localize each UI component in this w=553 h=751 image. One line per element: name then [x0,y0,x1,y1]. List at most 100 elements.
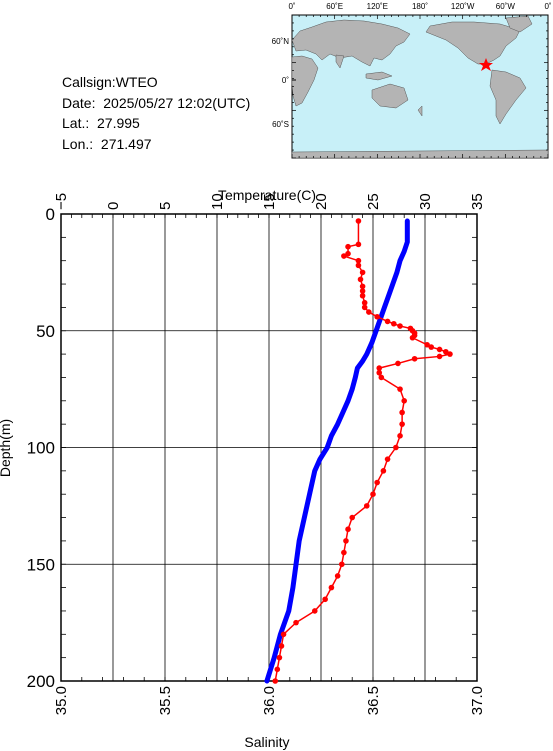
cast-info: Callsign:WTEO Date: 2025/05/27 12:02(UTC… [62,72,250,154]
depth-tick-labels: 0 50 100 150 200 [27,205,55,691]
land-south-america [489,69,527,125]
salinity-point [401,398,408,404]
series-layer [264,218,453,684]
map-longitude-label: 60˚W [496,2,516,11]
salinity-point [280,631,287,638]
salinity-point [276,654,283,661]
salinity-point [359,288,366,294]
salinity-point [345,250,351,257]
salinity-point [334,573,341,579]
map-tick-marks [291,14,549,159]
land-africa [291,55,319,107]
salinity-point [345,243,351,250]
salinity-series [272,218,453,684]
land-australia [371,83,409,109]
depth-tick-label: 50 [36,322,55,341]
temperature-tick-label: −5 [53,193,70,210]
longitude-text: Lon.: 271.497 [62,135,152,152]
salinity-point [374,313,380,320]
salinity-point [384,318,391,325]
salinity-tick-labels: 35.0 35.5 36.0 36.5 37.0 [53,686,486,715]
salinity-point [399,409,405,416]
salinity-point [357,276,364,283]
map-longitude-ticks: 0˚ 60˚E 120˚E 180˚ 120˚W 60˚W 0˚ [288,2,551,11]
land-newzealand [417,105,423,117]
salinity-tick-label: 35.0 [53,686,70,715]
salinity-point [339,561,345,568]
salinity-point [443,348,449,355]
salinity-point [395,360,401,367]
depth-tick-label: 200 [27,672,55,691]
salinity-point [361,299,368,306]
salinity-point [366,309,372,315]
depth-tick-label: 0 [46,205,55,224]
map-longitude-label: 120˚W [451,2,475,11]
position-marker [479,58,493,71]
salinity-point [355,257,362,264]
salinity-axis-title: Salinity [244,734,289,750]
temperature-axis-title: Temperature(C) [218,187,316,203]
temperature-tick-labels: −5 0 5 10 15 20 25 30 35 [53,193,486,210]
salinity-point [293,619,299,626]
salinity-point [363,503,370,509]
land-greenland [505,15,533,33]
temperature-tick-label: 25 [365,193,382,210]
salinity-point [376,369,383,376]
salinity-point [272,678,279,684]
salinity-point [355,218,362,224]
salinity-point [278,643,285,649]
map-longitude-label: 180˚ [412,2,428,11]
salinity-point [399,421,405,427]
temperature-tick-label: 0 [105,202,122,210]
temperature-series [264,218,410,684]
salinity-point [397,323,403,329]
salinity-point [411,355,418,362]
callsign-text: Callsign:WTEO [62,74,158,90]
land-north-america [425,21,521,65]
salinity-point [341,253,347,259]
map-longitude-label: 0˚ [288,2,295,11]
latitude-text: Lat.: 27.995 [62,115,140,131]
salinity-point [355,241,362,248]
salinity-point [343,538,349,544]
salinity-point [380,468,387,474]
salinity-tick-label: 36.5 [365,686,382,715]
date-text: Date: 2025/05/27 12:02(UTC) [62,94,251,111]
salinity-point [359,269,366,276]
salinity-tick-label: 37.0 [469,686,486,715]
salinity-point [349,514,356,521]
salinity-point [359,292,366,299]
salinity-tick-label: 35.5 [157,686,174,715]
salinity-point [393,444,399,451]
temperature-tick-label: 10 [209,193,226,210]
depth-tick-label: 100 [27,439,55,458]
depth-axis-title: Depth(m) [0,419,13,477]
salinity-point [436,346,443,353]
temperature-profile-line [264,218,410,684]
salinity-point [345,526,351,533]
temperature-tick-label: 35 [469,193,486,210]
salinity-point [391,320,397,327]
land-eurasia [291,19,411,67]
salinity-point [397,433,403,439]
map-latitude-label: 60˚N [272,37,290,46]
chart-grid [60,213,478,682]
temperature-tick-label: 5 [157,202,174,210]
salinity-tick-label: 36.0 [261,686,278,715]
depth-tick-label: 150 [27,555,55,574]
salinity-point [397,386,403,392]
salinity-point [424,341,430,348]
temperature-tick-label: 15 [261,193,278,210]
salinity-point [361,304,368,311]
salinity-point [341,549,347,556]
salinity-point [384,456,391,462]
map-longitude-label: 0˚ [544,2,551,11]
salinity-point [374,479,380,486]
salinity-point [328,584,335,591]
map-latitude-ticks: 60˚N 0˚ 60˚S [272,37,290,129]
map-longitude-label: 60˚E [326,2,343,11]
salinity-point [409,334,416,341]
salinity-point [274,666,281,673]
